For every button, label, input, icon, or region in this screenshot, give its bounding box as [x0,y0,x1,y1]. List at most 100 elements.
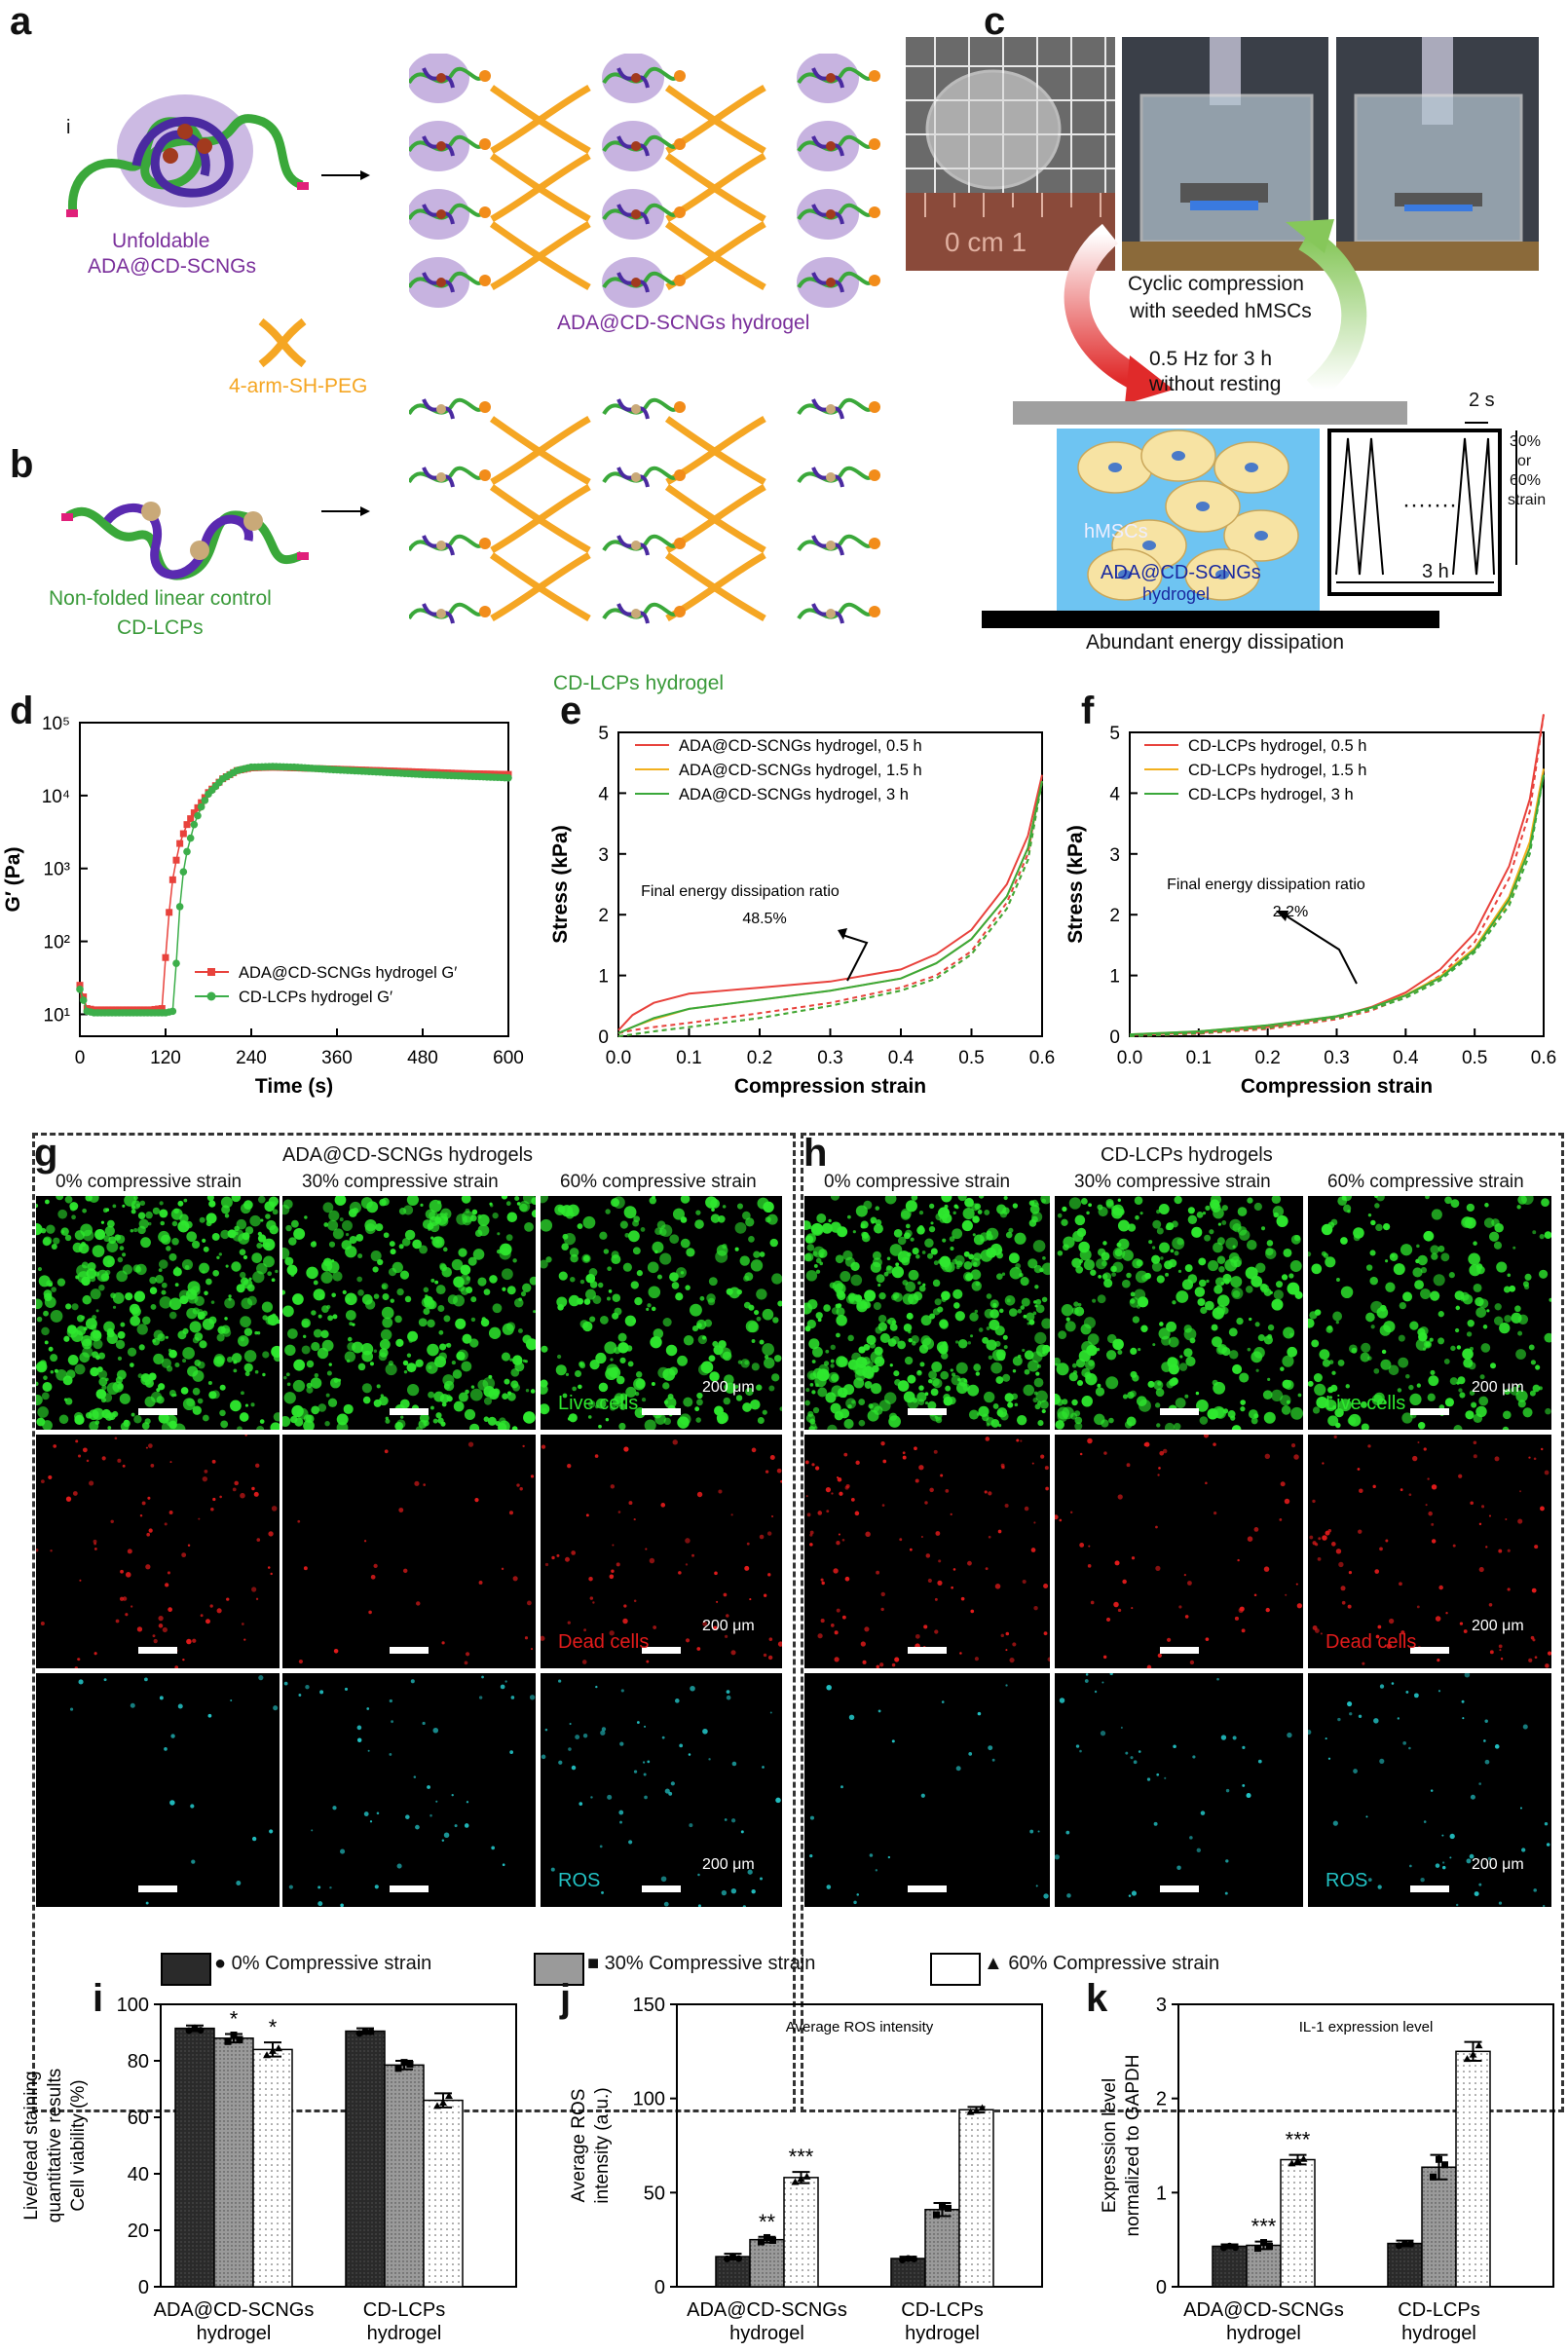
cell-dot [1175,1398,1186,1408]
cell-dot [1499,1649,1502,1652]
crosslink-node [869,138,880,150]
panel-a-mark: i [66,117,71,138]
cell-dot [855,1460,860,1465]
cell-dot [311,1405,320,1415]
cell-dot [663,1901,669,1907]
y-tick-label: 100 [117,1995,149,2016]
cell-dot [452,1369,463,1379]
cell-dot [1074,1416,1083,1425]
crosslink-node [479,70,491,82]
cell-dot [389,1699,392,1703]
cell-dot [208,1200,216,1208]
cell-dot [158,1383,166,1391]
g-micrograph-dead-0 [36,1435,280,1668]
cell-dot [341,1240,352,1251]
cell-dot [628,1230,640,1243]
chart-title: Average ROS intensity [786,2019,934,2035]
cell-dot [349,1322,354,1326]
cell-dot [865,1531,871,1538]
cell-dot [874,1356,885,1367]
cell-dot [525,1338,536,1351]
ada-hydrogel-network-illustration [409,54,880,308]
cell-dot [51,1243,57,1251]
cell-dot [582,1733,588,1738]
data-point [972,2107,981,2114]
cell-dot [595,1685,598,1689]
cell-dot [1505,1518,1508,1521]
cell-dot [1467,1320,1475,1327]
cell-dot [1437,1337,1445,1345]
cell-dot [1068,1372,1078,1382]
cell-dot [326,1304,331,1310]
cell-dot [311,1341,320,1352]
crosslink-node [674,401,686,413]
cell-dot [651,1306,656,1312]
g-micrograph-dead-1 [282,1435,536,1668]
cell-dot [585,1513,589,1517]
cell-dot [1462,1717,1465,1720]
cell-dot [1047,1657,1050,1662]
cell-dot [893,1370,900,1377]
scale-bar [1159,1885,1199,1892]
cell-dot [913,1291,923,1301]
cell-dot [378,1352,388,1362]
cell-dot [36,1316,43,1323]
cell-dot [1249,1317,1252,1322]
cell-dot [1264,1453,1271,1460]
cell-dot [256,1426,265,1430]
cell-dot [1285,1593,1288,1596]
cell-dot [270,1201,278,1208]
cell-dot [1437,1311,1444,1318]
cell-dot [402,1568,408,1574]
cell-dot [647,1760,651,1764]
cell-dot [950,1246,954,1251]
cell-dot [164,1747,168,1751]
cell-dot [880,1591,885,1597]
cell-dot [551,1555,555,1560]
cell-dot [1090,1600,1095,1605]
cell-dot [1365,1815,1368,1818]
polymer-strand [409,66,484,85]
cell-dot [941,1196,952,1203]
cell-dot [46,1224,56,1234]
cell-dot [1247,1347,1251,1352]
crosslink-node [674,138,686,150]
cell-dot [1002,1334,1008,1340]
cell-dot [813,1263,818,1268]
cell-dot [1470,1401,1477,1408]
cell-dot [571,1550,576,1555]
cell-dot [633,1599,637,1603]
cell-dot [443,1832,450,1839]
cell-dot [93,1547,97,1550]
cell-dot [149,1276,157,1285]
cell-dot [509,1358,513,1362]
cell-dot [776,1468,782,1474]
cell-dot [1177,1269,1182,1273]
cell-dot [1322,1462,1325,1465]
cell-dot [1240,1406,1246,1412]
cell-dot [819,1261,824,1266]
cell-dot [75,1275,80,1280]
cell-dot [809,1383,814,1387]
cell-dot [1034,1304,1038,1308]
x-tick-label: 0.0 [606,1048,631,1068]
cell-dot [866,1334,877,1345]
cell-dot [914,1446,917,1451]
data-point [355,2030,363,2037]
cell-dot [1019,1273,1024,1278]
cell-dot [533,1310,536,1314]
cell-dot [152,1207,161,1215]
cell-dot [1441,1861,1445,1864]
group-label: CD-LCPs [901,2299,983,2321]
cell-dot [583,1298,591,1305]
bar [1212,2245,1248,2288]
cell-dot [771,1373,780,1382]
significance-mark: *** [789,2145,814,2169]
cell-dot [1385,1259,1389,1263]
cell-dot [1005,1631,1010,1636]
cell-dot [347,1336,353,1342]
cell-dot [1251,1417,1258,1425]
compression-photo-2 [1336,37,1539,271]
cell-dot [224,1213,230,1218]
